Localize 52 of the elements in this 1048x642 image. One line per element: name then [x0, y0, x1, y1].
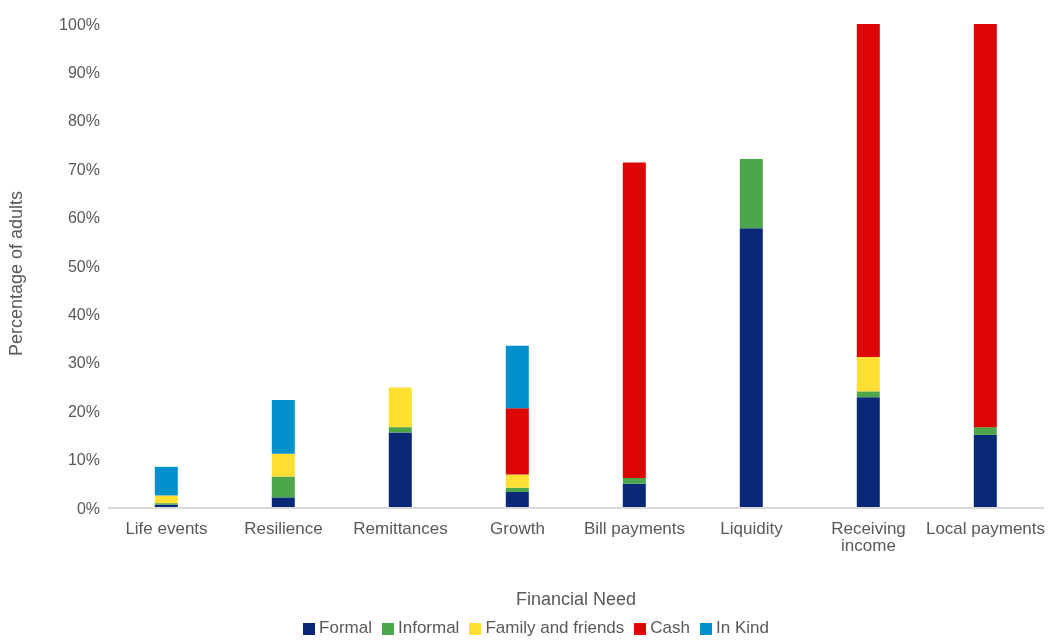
legend-label: Family and friends	[485, 618, 625, 637]
bar	[505, 345, 529, 409]
bar	[388, 432, 412, 508]
bar	[505, 487, 529, 493]
legend-label: In Kind	[715, 618, 769, 637]
bar	[973, 434, 997, 508]
y-tick-label: 10%	[67, 451, 100, 469]
bar	[154, 495, 178, 504]
bar	[973, 24, 997, 428]
bar	[505, 408, 529, 475]
legend-label: Cash	[650, 618, 690, 637]
bar	[856, 397, 880, 508]
y-tick-label: 80%	[67, 112, 100, 130]
legend-label: Informal	[397, 618, 460, 637]
bar	[622, 162, 646, 478]
y-tick-label: 60%	[67, 209, 100, 227]
bar	[739, 228, 763, 508]
y-tick-label: 50%	[67, 257, 100, 275]
y-tick-label: 70%	[67, 160, 100, 178]
y-tick-label: 40%	[67, 306, 100, 324]
legend-label: Formal	[319, 618, 372, 637]
y-tick-label: 100%	[59, 15, 100, 33]
bar	[505, 492, 529, 508]
x-tick-label: Bill payments	[583, 519, 686, 539]
bar	[271, 453, 295, 477]
x-tick-label: Remittances	[353, 519, 448, 539]
bar	[388, 427, 412, 433]
bar	[856, 356, 880, 392]
x-tick-label: Resilience	[244, 519, 323, 539]
x-tick-label: Life events	[125, 519, 208, 539]
bar	[388, 387, 412, 428]
bar	[271, 476, 295, 498]
bar	[856, 24, 880, 357]
y-tick-label: 0%	[76, 499, 100, 517]
x-tick-label: Growth	[490, 519, 545, 539]
y-tick-label: 90%	[67, 64, 100, 82]
x-axis-title: Financial Need	[515, 588, 637, 609]
bar	[739, 159, 763, 229]
bar	[856, 391, 880, 398]
bar	[154, 466, 178, 496]
bar	[622, 477, 646, 484]
x-tick-label: Receiving income	[831, 519, 906, 556]
y-tick-label: 30%	[67, 354, 100, 372]
bar	[271, 497, 295, 508]
y-axis-title: Percentage of adults	[6, 190, 27, 356]
x-tick-label: Local payments	[925, 519, 1046, 539]
x-tick-label: Liquidity	[720, 519, 784, 539]
bar	[973, 427, 997, 435]
y-tick-label: 20%	[67, 402, 100, 420]
bar	[622, 483, 646, 508]
bar	[271, 400, 295, 454]
bar	[505, 474, 529, 488]
